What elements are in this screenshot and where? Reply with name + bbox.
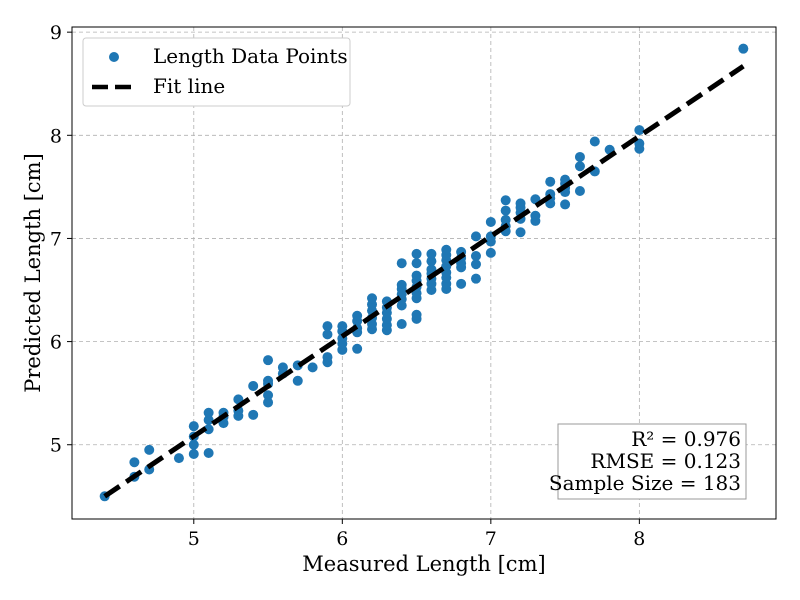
grid	[72, 27, 776, 519]
data-point	[307, 362, 318, 373]
data-point	[515, 227, 526, 238]
data-point	[337, 321, 348, 332]
data-point	[500, 205, 511, 216]
data-point	[263, 355, 274, 366]
data-point	[441, 244, 452, 255]
data-point	[203, 407, 214, 418]
data-point	[263, 390, 274, 401]
data-point	[634, 125, 645, 136]
data-point	[485, 247, 496, 258]
y-tick-label: 5	[50, 435, 62, 457]
data-point	[396, 279, 407, 290]
data-point	[515, 198, 526, 209]
data-point	[470, 273, 481, 284]
stats-annotation: R² = 0.976 RMSE = 0.123 Sample Size = 18…	[549, 423, 747, 500]
stats-box	[557, 423, 747, 500]
data-point	[634, 138, 645, 149]
data-point	[589, 136, 600, 147]
legend: Length Data Points Fit line	[82, 37, 351, 107]
data-point	[188, 449, 199, 460]
legend-box	[82, 37, 351, 107]
data-point	[173, 453, 184, 464]
data-point	[545, 176, 556, 187]
data-point	[485, 216, 496, 227]
data-point	[470, 259, 481, 270]
stats-sample-size: Sample Size = 183	[549, 471, 741, 495]
data-point	[322, 352, 333, 363]
data-point	[396, 258, 407, 269]
legend-label-fit-line: Fit line	[153, 74, 225, 98]
data-point	[263, 375, 274, 386]
data-point	[248, 409, 259, 420]
data-point	[426, 248, 437, 259]
fit-line-series	[103, 64, 745, 499]
data-point	[322, 321, 333, 332]
y-tick-label: 9	[50, 22, 62, 44]
axis-ticks: 5 6 7 8 5 6 7 8 9	[50, 22, 645, 550]
data-point	[248, 380, 259, 391]
x-axis-label: Measured Length [cm]	[302, 552, 545, 576]
data-point	[411, 309, 422, 320]
y-tick-label: 7	[50, 228, 62, 250]
data-point	[738, 43, 749, 54]
data-point	[188, 439, 199, 450]
y-axis-label: Predicted Length [cm]	[21, 153, 45, 393]
x-tick-label: 7	[485, 528, 497, 550]
data-point	[456, 278, 467, 289]
data-point	[292, 375, 303, 386]
y-tick-label: 8	[50, 125, 62, 147]
data-point	[411, 248, 422, 259]
data-point	[263, 397, 274, 408]
data-point	[129, 457, 140, 468]
data-point	[560, 199, 571, 210]
data-point	[470, 231, 481, 242]
data-point	[411, 258, 422, 269]
data-point	[367, 293, 378, 304]
x-tick-label: 8	[633, 528, 645, 550]
data-point	[277, 362, 288, 373]
data-point	[530, 210, 541, 221]
y-tick-label: 6	[50, 332, 62, 354]
legend-marker-scatter	[109, 52, 119, 62]
data-point	[411, 270, 422, 281]
x-tick-label: 6	[336, 528, 348, 550]
plot-frame	[71, 26, 777, 520]
data-point	[470, 250, 481, 261]
stats-rmse: RMSE = 0.123	[590, 449, 741, 473]
x-tick-label: 5	[188, 528, 200, 550]
data-point	[203, 447, 214, 458]
data-point	[203, 414, 214, 425]
data-point	[352, 343, 363, 354]
data-point	[500, 195, 511, 206]
data-point	[426, 256, 437, 267]
data-point	[188, 421, 199, 432]
fit-line	[103, 64, 745, 499]
data-point	[574, 161, 585, 172]
data-point	[322, 329, 333, 340]
data-point	[574, 186, 585, 196]
data-point	[500, 214, 511, 225]
data-point	[144, 444, 155, 455]
data-point	[203, 424, 214, 435]
data-point	[352, 310, 363, 321]
legend-label-scatter: Length Data Points	[153, 44, 348, 68]
data-point	[574, 151, 585, 162]
data-point	[396, 319, 407, 330]
stats-r-squared: R² = 0.976	[631, 427, 741, 451]
